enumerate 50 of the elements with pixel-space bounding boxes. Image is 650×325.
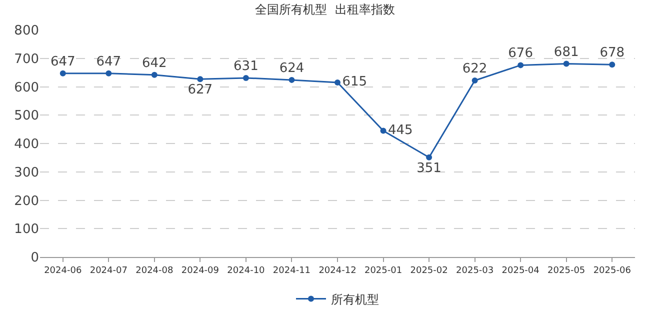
data-label: 681 bbox=[554, 44, 579, 60]
x-tick-label: 2025-04 bbox=[502, 266, 540, 276]
data-label: 642 bbox=[142, 56, 167, 71]
y-tick-label: 400 bbox=[14, 137, 39, 152]
data-label: 647 bbox=[50, 54, 76, 70]
point bbox=[106, 70, 112, 76]
x-tick-label: 2024-12 bbox=[318, 266, 356, 276]
data-label: 647 bbox=[96, 54, 122, 70]
y-tick-label: 100 bbox=[14, 222, 39, 238]
point bbox=[518, 62, 524, 68]
y-tick-label: 200 bbox=[14, 194, 39, 209]
data-label: 627 bbox=[188, 82, 213, 98]
y-tick-label: 300 bbox=[14, 165, 39, 180]
x-tick-label: 2025-02 bbox=[410, 266, 448, 276]
x-tick-label: 2025-03 bbox=[456, 266, 494, 276]
x-tick-label: 2024-11 bbox=[272, 266, 311, 276]
x-tick-label: 2024-07 bbox=[90, 266, 128, 276]
point bbox=[242, 74, 249, 81]
data-label: 445 bbox=[388, 122, 413, 138]
point bbox=[609, 62, 616, 68]
point bbox=[151, 72, 158, 78]
x-tick-label: 2025-05 bbox=[548, 266, 586, 276]
data-label: 624 bbox=[279, 60, 304, 76]
y-tick-label: 600 bbox=[14, 80, 39, 96]
point bbox=[334, 79, 340, 86]
point bbox=[197, 76, 204, 82]
x-tick-label: 2025-01 bbox=[364, 266, 402, 276]
y-tick-label: 0 bbox=[30, 250, 39, 266]
x-tick-label: 2024-09 bbox=[181, 266, 220, 276]
legend-label: 所有机型 bbox=[331, 292, 379, 306]
data-label: 351 bbox=[416, 160, 442, 176]
data-label: 615 bbox=[342, 74, 368, 90]
point bbox=[288, 76, 295, 83]
point bbox=[426, 154, 432, 160]
x-tick-label: 2024-06 bbox=[44, 266, 82, 276]
chart-title: 全国所有机型 出租率指数 bbox=[255, 2, 395, 16]
point bbox=[60, 70, 66, 76]
data-label: 622 bbox=[462, 62, 488, 77]
point bbox=[380, 128, 386, 134]
x-tick-label: 2025-06 bbox=[593, 266, 632, 276]
x-tick-label: 2024-08 bbox=[136, 266, 174, 276]
point bbox=[563, 60, 570, 67]
data-label: 631 bbox=[234, 58, 258, 74]
data-label: 676 bbox=[508, 46, 533, 62]
y-tick-label: 500 bbox=[14, 108, 39, 124]
y-tick-label: 800 bbox=[14, 24, 39, 39]
data-label: 678 bbox=[600, 46, 625, 61]
x-tick-label: 2024-10 bbox=[227, 266, 266, 276]
point bbox=[472, 78, 478, 84]
y-tick-label: 700 bbox=[14, 52, 39, 67]
